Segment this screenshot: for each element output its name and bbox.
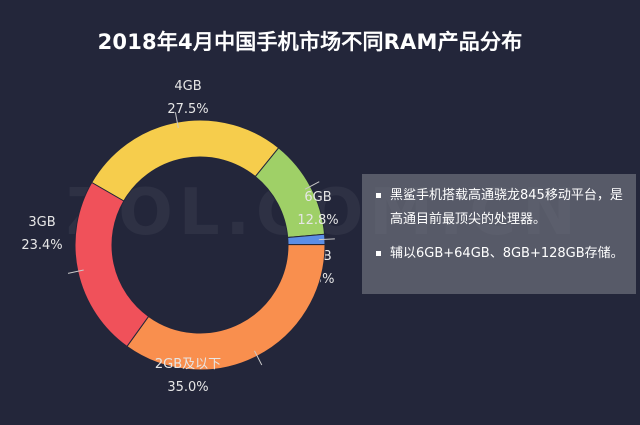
slice-value-label: 12.8% <box>297 213 338 228</box>
slice-category-label: 4GB <box>174 79 201 94</box>
donut-slice-0 <box>91 119 280 202</box>
leader-line <box>304 181 320 190</box>
leader-line <box>67 269 84 274</box>
info-note-box: 黑鲨手机搭载高通骁龙845移动平台，是高通目前最顶尖的处理器。 辅以6GB+64… <box>362 174 636 294</box>
slice-category-label: 6GB <box>304 190 331 205</box>
leader-line <box>318 238 335 241</box>
bullet-icon <box>376 193 381 198</box>
leader-line <box>254 350 263 366</box>
note-item: 辅以6GB+64GB、8GB+128GB存储。 <box>374 242 626 266</box>
slice-value-label: 27.5% <box>167 102 208 117</box>
donut-slice-3 <box>126 243 326 371</box>
donut-slice-4 <box>74 181 150 348</box>
note-text: 黑鲨手机搭载高通骁龙845移动平台，是高通目前最顶尖的处理器。 <box>390 188 623 227</box>
chart-title: 2018年4月中国手机市场不同RAM产品分布 <box>97 30 523 54</box>
note-text: 辅以6GB+64GB、8GB+128GB存储。 <box>390 246 624 261</box>
slice-category-label: 3GB <box>28 215 55 230</box>
slice-category-label: 2GB及以下 <box>155 357 221 372</box>
leader-line <box>174 112 179 129</box>
slice-value-label: 23.4% <box>21 238 62 253</box>
bullet-icon <box>376 251 381 256</box>
note-item: 黑鲨手机搭载高通骁龙845移动平台，是高通目前最顶尖的处理器。 <box>374 184 626 232</box>
slice-value-label: 35.0% <box>167 380 208 395</box>
